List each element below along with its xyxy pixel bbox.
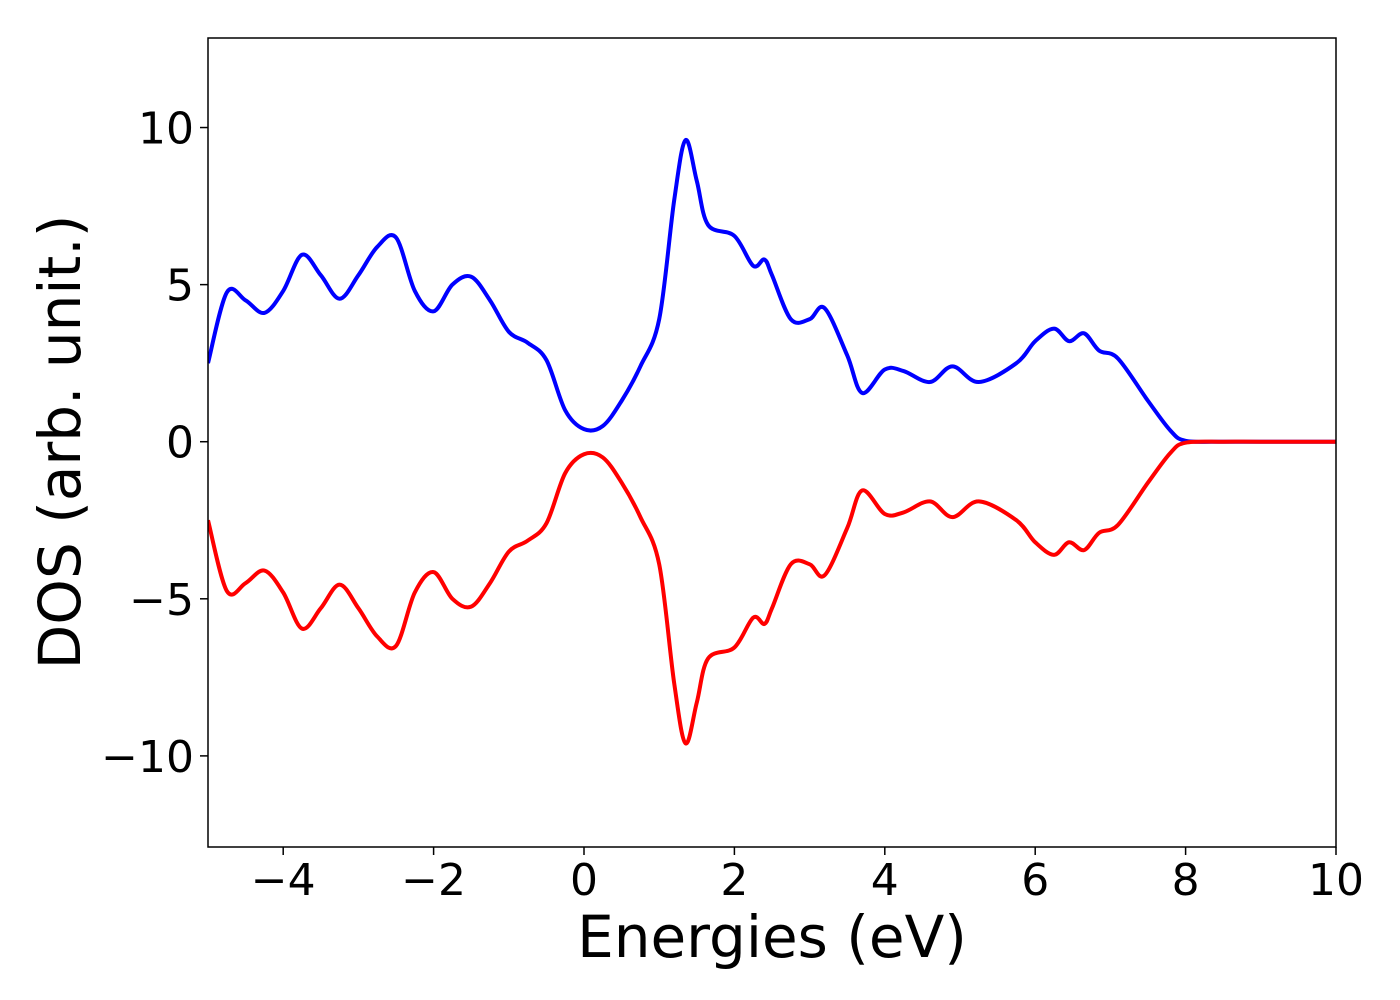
x-tick-label: 6 [1021,855,1049,906]
x-tick-label: 8 [1172,855,1200,906]
y-tick-label: −10 [101,732,194,783]
y-tick-label: 10 [138,104,194,155]
x-tick-label: 10 [1308,855,1364,906]
x-tick-label: −2 [401,855,466,906]
line-series [208,138,1336,444]
y-tick-label: 5 [166,261,194,312]
x-tick-label: 2 [720,855,748,906]
x-tick-label: −4 [251,855,316,906]
plot-frame [207,37,1337,848]
x-tick-label: 4 [871,855,899,906]
line-series [208,439,1336,746]
y-tick-label: 0 [166,418,194,469]
y-axis-label: DOS (arb. unit.) [26,215,94,670]
x-tick-label: 0 [570,855,598,906]
y-tick-label: −5 [129,575,194,626]
x-axis-label: Energies (eV) [577,903,967,971]
